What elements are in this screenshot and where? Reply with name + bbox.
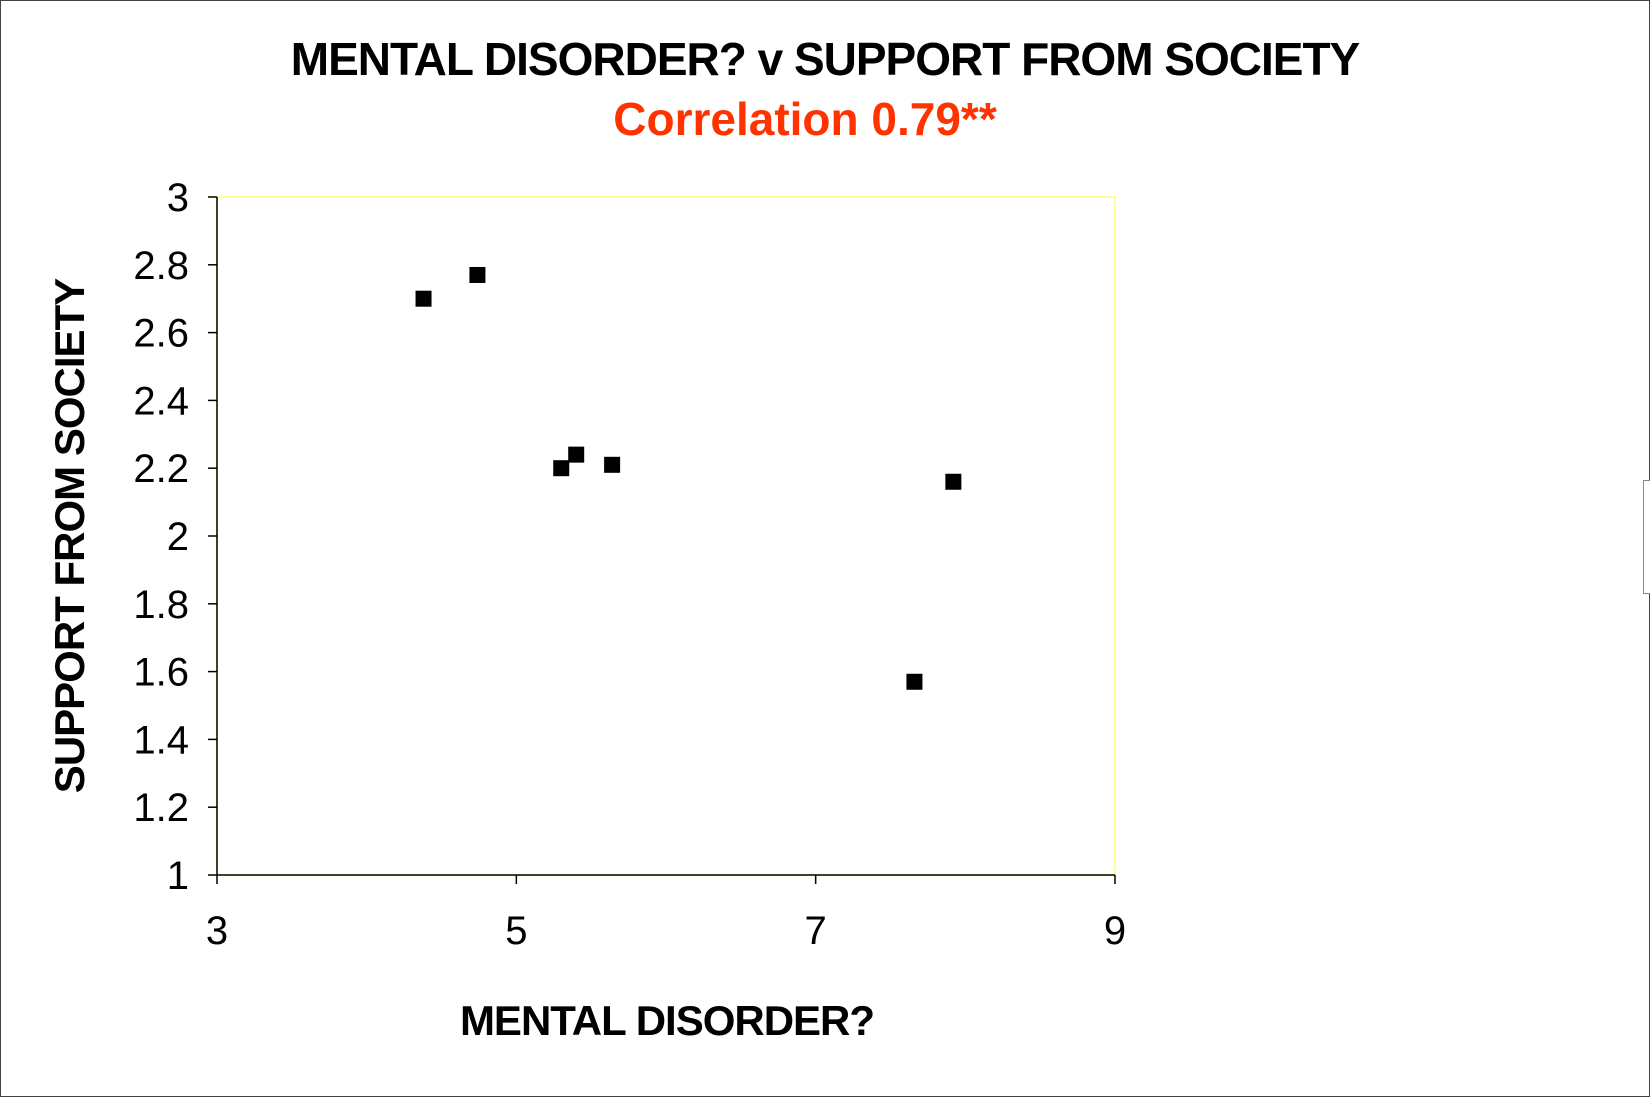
chart-subtitle: Correlation 0.79** [613, 93, 997, 145]
x-tick-label: 3 [206, 909, 228, 953]
data-point [469, 266, 486, 283]
y-tick-label: 2.6 [133, 312, 189, 356]
data-point [568, 446, 585, 463]
resize-handle[interactable] [1643, 480, 1650, 594]
data-point [906, 673, 923, 690]
data-point [415, 290, 432, 307]
data-point [945, 473, 962, 490]
data-point [604, 456, 621, 473]
y-tick-label: 1.8 [133, 583, 189, 627]
y-tick-label: 1.6 [133, 651, 189, 695]
y-tick-label: 1.2 [133, 786, 189, 830]
chart-title: MENTAL DISORDER? v SUPPORT FROM SOCIETY [290, 33, 1360, 85]
data-markers [415, 266, 962, 690]
x-ticks: 3 5 7 9 [206, 875, 1126, 953]
y-tick-label: 2.8 [133, 244, 189, 288]
y-tick-label: 2.2 [133, 447, 189, 491]
y-tick-label: 3 [167, 176, 189, 220]
x-tick-label: 5 [505, 909, 527, 953]
y-ticks: 1 1.2 1.4 1.6 1.8 2 2.2 2.4 2.6 2.8 3 [133, 176, 217, 898]
data-point [553, 460, 570, 477]
y-tick-label: 2 [167, 515, 189, 559]
x-tick-label: 7 [805, 909, 827, 953]
x-tick-label: 9 [1104, 909, 1126, 953]
y-tick-label: 1 [167, 854, 189, 898]
y-tick-label: 1.4 [133, 718, 189, 762]
y-axis-title: SUPPORT FROM SOCIETY [46, 278, 93, 793]
y-tick-label: 2.4 [133, 379, 189, 423]
x-axis-title: MENTAL DISORDER? [460, 997, 874, 1044]
plot-area [216, 196, 1116, 876]
